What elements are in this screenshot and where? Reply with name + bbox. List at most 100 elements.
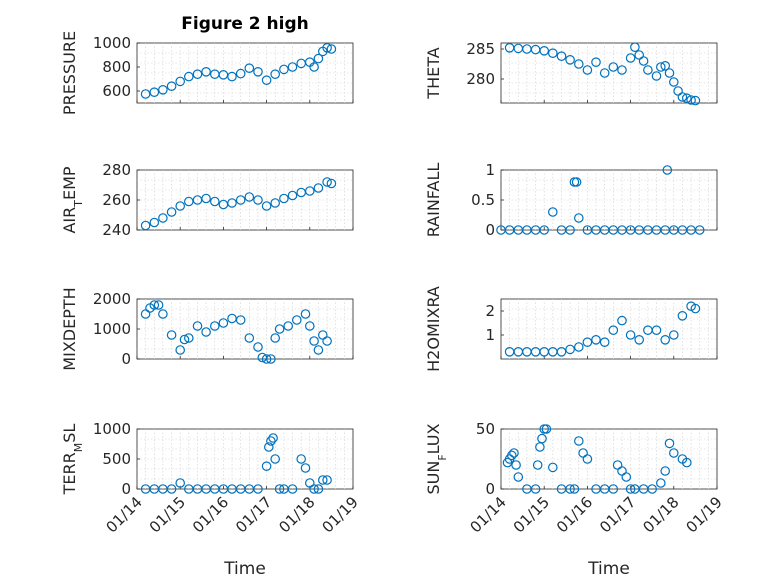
data-point	[582, 65, 593, 75]
data-point	[313, 53, 324, 64]
data-points	[504, 301, 701, 357]
data-points	[502, 424, 692, 494]
data-point	[690, 95, 701, 106]
data-point	[244, 192, 255, 202]
x-tick-label: 01/18	[639, 493, 682, 536]
y-tick-label: 280	[466, 70, 495, 88]
data-point	[140, 220, 151, 231]
data-point	[668, 77, 679, 87]
data-point	[539, 45, 549, 56]
data-point	[651, 325, 662, 335]
subplot-pressure: 600 800 1000 PRESSURE	[60, 31, 354, 115]
data-point	[158, 85, 168, 95]
data-point	[608, 62, 619, 72]
data-point	[573, 59, 584, 69]
y-tick-label: 1000	[93, 320, 131, 338]
y-axis-label: SUNFLUX	[424, 423, 449, 494]
data-point	[638, 56, 649, 66]
data-point	[556, 51, 567, 61]
data-point	[617, 65, 627, 75]
y-axis-label: TERRMSL	[60, 424, 85, 496]
data-point	[630, 42, 640, 52]
y-tick-label: 500	[102, 450, 131, 468]
data-point	[149, 87, 160, 97]
data-point	[235, 195, 246, 205]
y-tick-label: 0	[485, 480, 495, 498]
data-points	[496, 165, 705, 235]
y-tick-label: 2	[485, 302, 495, 320]
data-point	[175, 201, 185, 211]
data-point	[690, 303, 701, 314]
subplot-h2omixra: 1 2 H2OMIXRA	[424, 286, 718, 372]
data-point	[270, 333, 280, 343]
data-point	[158, 309, 168, 319]
data-point	[513, 472, 524, 482]
data-point	[266, 436, 276, 446]
data-point	[261, 354, 272, 364]
data-point	[300, 463, 311, 473]
data-point	[261, 201, 272, 211]
data-point	[166, 484, 177, 494]
data-point	[326, 178, 337, 189]
x-tick-label: 01/14	[467, 493, 510, 536]
data-point	[664, 68, 675, 78]
data-point	[253, 342, 263, 352]
data-point	[660, 466, 670, 476]
data-point	[655, 478, 666, 488]
data-point	[244, 333, 255, 343]
data-point	[599, 337, 610, 347]
data-point	[317, 475, 328, 485]
y-axis-label: MIXDEPTH	[60, 287, 79, 370]
x-tick-label: 01/17	[232, 493, 275, 536]
data-point	[268, 433, 278, 443]
data-point	[184, 71, 194, 82]
data-point	[591, 57, 601, 67]
data-point	[149, 217, 160, 228]
x-tick-label: 01/16	[553, 493, 596, 536]
data-point	[287, 190, 298, 201]
data-point	[547, 207, 558, 217]
x-tick-label: 01/16	[189, 493, 232, 536]
x-axis-label: Time	[587, 559, 630, 579]
data-point	[573, 436, 584, 446]
y-tick-label: 1	[485, 161, 495, 179]
data-point	[582, 337, 593, 347]
data-point	[158, 213, 168, 223]
data-point	[304, 321, 315, 331]
data-point	[175, 345, 185, 355]
data-point	[235, 68, 246, 79]
data-point	[547, 462, 558, 473]
data-point	[270, 454, 280, 464]
y-tick-label: 0.5	[471, 191, 495, 209]
data-point	[651, 71, 662, 81]
data-point	[322, 475, 332, 485]
x-axis-label: Time	[223, 559, 266, 579]
data-point	[322, 336, 332, 346]
data-point	[668, 330, 679, 340]
data-point	[643, 65, 653, 75]
data-point	[201, 193, 211, 204]
data-point	[283, 321, 293, 331]
x-tick-label: 01/14	[103, 493, 146, 536]
data-point	[166, 81, 177, 91]
data-point	[322, 42, 332, 53]
data-point	[175, 76, 185, 87]
y-tick-label: 1	[485, 326, 495, 344]
data-point	[309, 336, 319, 346]
data-point	[556, 346, 567, 357]
x-tick-label: 01/17	[596, 493, 639, 536]
data-point	[660, 61, 670, 71]
data-point	[573, 342, 584, 352]
data-point	[662, 165, 673, 175]
x-tick-label: 01/18	[275, 493, 318, 536]
y-tick-label: 240	[102, 221, 131, 239]
y-axis-label: AIRTEMP	[60, 166, 85, 233]
data-point	[569, 484, 580, 494]
data-point	[270, 69, 280, 79]
data-point	[322, 177, 332, 187]
data-point	[179, 334, 190, 345]
data-point	[201, 67, 211, 77]
y-axis-label: RAINFALL	[424, 163, 443, 238]
x-tick-label: 01/15	[146, 493, 189, 536]
